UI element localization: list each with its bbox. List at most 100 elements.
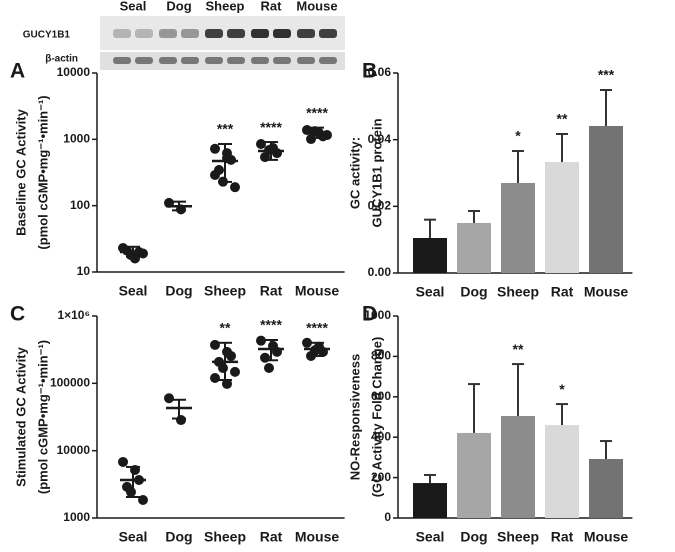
bar xyxy=(501,415,535,518)
y-tick-label: 10000 xyxy=(57,443,91,457)
blot-band xyxy=(113,29,131,38)
significance: **** xyxy=(260,317,282,333)
data-point xyxy=(256,335,266,346)
blot-band xyxy=(251,57,269,64)
blot-band xyxy=(273,29,291,38)
data-point xyxy=(164,393,174,404)
blot-band xyxy=(159,57,177,64)
blot-band xyxy=(319,29,337,38)
x-tick-label: Sheep xyxy=(497,529,539,545)
x-tick-label: Rat xyxy=(260,283,283,299)
blot-band xyxy=(135,29,153,38)
blot-row-label: GUCY1B1 xyxy=(23,30,71,41)
bar xyxy=(589,126,623,273)
blot-band xyxy=(181,29,199,38)
y-axis-label: GUCY1B1 protein xyxy=(369,118,384,227)
data-point xyxy=(210,373,220,384)
data-point xyxy=(218,362,228,373)
blot-band xyxy=(297,57,315,64)
y-axis-label: GC activity: xyxy=(347,137,362,209)
x-tick-label: Mouse xyxy=(584,284,629,300)
significance: ** xyxy=(220,319,231,335)
blot-band xyxy=(319,57,337,64)
bar xyxy=(457,432,491,518)
panel-label: D xyxy=(362,303,377,326)
x-tick-label: Mouse xyxy=(584,529,629,545)
x-tick-label: Dog xyxy=(460,529,487,545)
y-axis-label: NO-Responsiveness xyxy=(347,354,362,480)
blot-lane-label: Sheep xyxy=(205,0,244,13)
significance: **** xyxy=(306,104,328,120)
significance: **** xyxy=(306,319,328,335)
x-tick-label: Mouse xyxy=(295,529,340,545)
blot-band xyxy=(135,57,153,64)
data-point xyxy=(230,182,240,193)
bar xyxy=(545,425,579,518)
data-point xyxy=(310,345,320,356)
y-tick-label: 0.04 xyxy=(368,132,392,146)
significance: *** xyxy=(598,67,615,83)
bar xyxy=(501,183,535,273)
y-tick-label: 1000 xyxy=(63,510,90,524)
blot-band xyxy=(205,57,223,64)
y-axis-label: (pmol cGMP•mg⁻¹•min⁻¹) xyxy=(35,95,50,249)
x-tick-label: Sheep xyxy=(204,529,246,545)
blot-lane-label: Mouse xyxy=(296,0,337,13)
significance: **** xyxy=(260,119,282,135)
y-tick-label: 200 xyxy=(371,470,391,484)
y-tick-label: 400 xyxy=(371,429,391,443)
y-tick-label: 10 xyxy=(77,264,91,278)
significance: * xyxy=(515,128,521,144)
panel-label: C xyxy=(10,303,25,326)
panel-label: B xyxy=(362,60,377,83)
significance: ** xyxy=(557,111,568,127)
y-tick-label: 0.00 xyxy=(368,265,392,279)
data-point xyxy=(210,143,220,154)
data-point xyxy=(226,350,236,361)
x-tick-label: Sheep xyxy=(204,283,246,299)
y-tick-label: 10000 xyxy=(57,65,91,79)
data-point xyxy=(176,415,186,426)
y-axis-label: Baseline GC Activity xyxy=(13,108,28,235)
data-point xyxy=(230,366,240,377)
significance: * xyxy=(559,381,565,397)
blot-band xyxy=(113,57,131,64)
data-point xyxy=(210,339,220,350)
y-tick-label: 100 xyxy=(70,198,90,212)
y-axis-label: (GC Activity Fold Change) xyxy=(369,337,384,498)
data-point xyxy=(118,456,128,467)
bar xyxy=(545,162,579,273)
data-point xyxy=(222,378,232,389)
panel-label: A xyxy=(10,60,25,83)
x-tick-label: Dog xyxy=(165,529,192,545)
blot-lane-label: Rat xyxy=(261,0,283,13)
y-tick-label: 1000 xyxy=(364,308,391,322)
bar xyxy=(413,483,447,518)
bar xyxy=(457,223,491,273)
x-tick-label: Seal xyxy=(119,529,148,545)
data-point xyxy=(264,362,274,373)
blot-lane-label: Dog xyxy=(166,0,191,13)
bar xyxy=(413,238,447,273)
bar xyxy=(589,459,623,518)
y-tick-label: 0.02 xyxy=(368,199,392,213)
x-tick-label: Rat xyxy=(260,529,283,545)
x-tick-label: Dog xyxy=(460,284,487,300)
blot-band xyxy=(297,29,315,38)
x-tick-label: Rat xyxy=(551,529,574,545)
x-tick-label: Seal xyxy=(119,283,148,299)
data-point xyxy=(302,337,312,348)
significance: *** xyxy=(217,121,234,137)
blot-lane-label: Seal xyxy=(120,0,147,13)
blot-band xyxy=(227,57,245,64)
y-axis-label: Stimulated GC Activity xyxy=(13,346,28,486)
y-tick-label: 100000 xyxy=(50,376,90,390)
y-tick-label: 1×10⁶ xyxy=(57,308,90,322)
y-tick-label: 800 xyxy=(371,349,391,363)
blot-band xyxy=(159,29,177,38)
x-tick-label: Dog xyxy=(165,283,192,299)
x-tick-label: Sheep xyxy=(497,284,539,300)
x-tick-label: Mouse xyxy=(295,283,340,299)
data-point xyxy=(138,495,148,506)
